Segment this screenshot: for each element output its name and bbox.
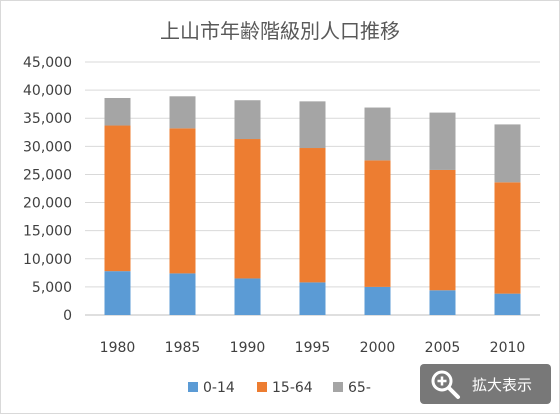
bar-0-14-2010 [494,293,521,315]
bar-65--1985 [169,96,196,129]
chart-title: 上山市年齢階級別人口推移 [160,19,400,43]
y-tick-label: 10,000 [23,252,72,268]
legend-swatch [188,382,198,392]
y-tick-label: 15,000 [23,224,72,240]
bars [104,96,521,315]
bar-15-64-2010 [494,182,521,294]
bar-0-14-1990 [234,278,261,315]
bar-0-14-1995 [299,282,326,315]
legend-label: 15-64 [272,380,313,396]
gridlines [85,61,540,316]
y-tick-label: 40,000 [23,83,72,99]
y-tick-label: 30,000 [23,139,72,155]
y-tick-label: 5,000 [32,280,72,296]
bar-65--1990 [234,100,261,140]
bar-0-14-1985 [169,273,196,315]
bar-0-14-2005 [429,290,456,315]
bar-65--2000 [364,107,391,161]
zoom-button[interactable]: 拡大表示 [420,364,551,404]
bar-15-64-1980 [104,125,131,272]
y-tick-label: 20,000 [23,196,72,212]
y-tick-label: 0 [63,308,72,324]
zoom-button-label: 拡大表示 [472,375,533,394]
bar-65--1995 [299,101,326,149]
y-tick-label: 45,000 [23,55,72,71]
bar-0-14-1980 [104,271,131,315]
bar-0-14-2000 [364,286,391,315]
bar-65--1980 [104,97,131,126]
y-tick-label: 35,000 [23,111,72,127]
magnifier-plus-icon [431,370,460,399]
bar-15-64-2005 [429,169,456,291]
legend-swatch [257,382,267,392]
bar-65--2005 [429,112,456,170]
x-tick-label: 1980 [100,340,136,356]
bar-15-64-1995 [299,148,326,283]
x-axis-ticks: 1980 1985 1990 1995 2000 2005 2010 [100,340,526,356]
x-tick-label: 1990 [230,340,266,356]
x-tick-label: 2005 [425,340,461,356]
bar-65--2010 [494,124,521,183]
bar-15-64-2000 [364,160,391,287]
x-tick-label: 1995 [295,340,331,356]
x-tick-label: 2010 [490,340,526,356]
y-tick-label: 25,000 [23,167,72,183]
y-axis-ticks: 0 5,000 10,000 15,000 20,000 25,000 30,000 35,0… [23,55,72,324]
x-tick-label: 2000 [360,340,396,356]
legend-swatch [333,382,343,392]
legend-label: 65- [348,380,371,396]
x-tick-label: 1985 [165,340,201,356]
bar-15-64-1990 [234,139,261,279]
legend: 0-14 15-64 65- [188,380,371,396]
bar-15-64-1985 [169,128,196,274]
legend-label: 0-14 [203,380,235,396]
